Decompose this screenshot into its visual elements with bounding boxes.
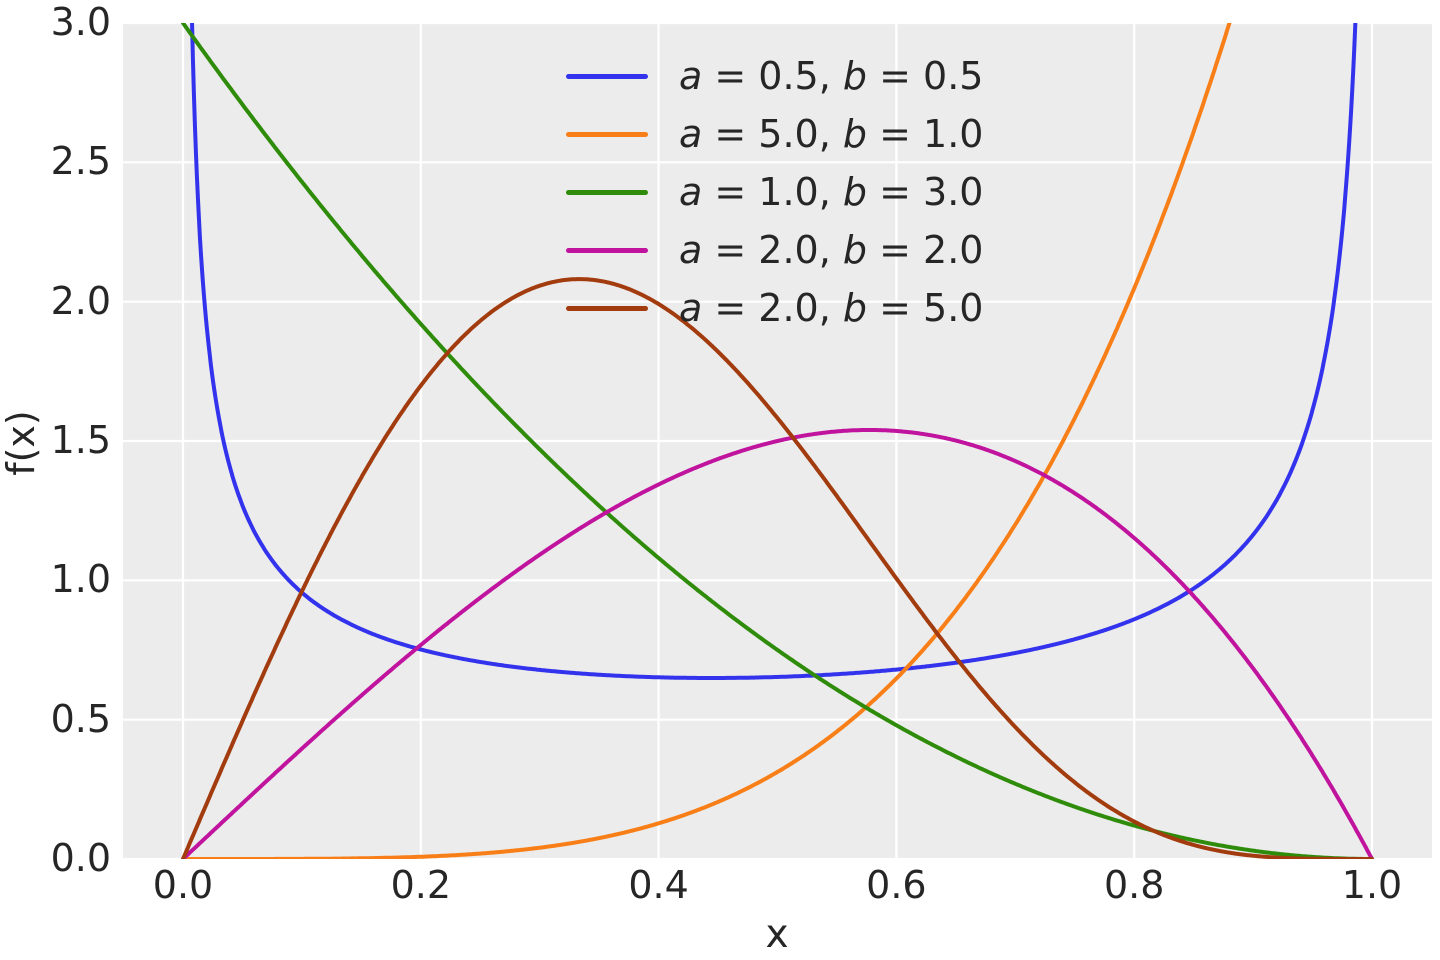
curve-a2-b2 [181,428,1374,859]
y-tick-label: 0.5 [50,696,111,741]
x-tick-label: 0.4 [628,863,689,907]
x-axis-label: x [765,912,789,957]
curve-a2-b5 [181,277,1374,859]
y-axis-label: f(x) [0,410,43,476]
curve-a5-b1 [181,23,1232,859]
curve-a0.5-b0.5 [190,23,1358,680]
x-tick-label: 0.2 [390,863,452,907]
legend-line-swatch [566,189,648,195]
legend-item: a = 2.0, b = 2.0 [566,221,983,279]
legend-label: a = 5.0, b = 1.0 [679,112,984,156]
y-tick-label: 0.0 [50,836,111,881]
legend-item: a = 5.0, b = 1.0 [566,105,983,163]
legend-line-swatch [566,247,648,253]
x-tick-label: 0.0 [152,863,214,907]
legend-item: a = 0.5, b = 0.5 [566,47,983,105]
legend-line-swatch [566,73,648,79]
y-tick-label: 3.0 [50,0,111,45]
x-tick-label: 0.8 [1103,863,1165,907]
x-tick-label: 0.6 [866,863,927,907]
y-tick-label: 2.5 [50,139,111,184]
legend: a = 0.5, b = 0.5 a = 5.0, b = 1.0 a = 1.0,… [566,47,983,337]
x-tick-label: 1.0 [1341,863,1403,907]
y-tick-label: 1.0 [50,557,111,602]
legend-label: a = 2.0, b = 2.0 [679,228,984,272]
y-tick-label: 1.5 [50,418,111,463]
legend-label: a = 2.0, b = 5.0 [679,286,984,330]
legend-line-swatch [566,131,648,137]
curves [181,23,1374,859]
legend-label: a = 1.0, b = 3.0 [679,170,984,214]
legend-label: a = 0.5, b = 0.5 [679,54,984,98]
legend-item: a = 2.0, b = 5.0 [566,279,983,337]
y-tick-label: 2.0 [50,278,111,323]
legend-line-swatch [566,305,648,311]
legend-item: a = 1.0, b = 3.0 [566,163,983,221]
curve-a1-b3 [181,23,1374,859]
